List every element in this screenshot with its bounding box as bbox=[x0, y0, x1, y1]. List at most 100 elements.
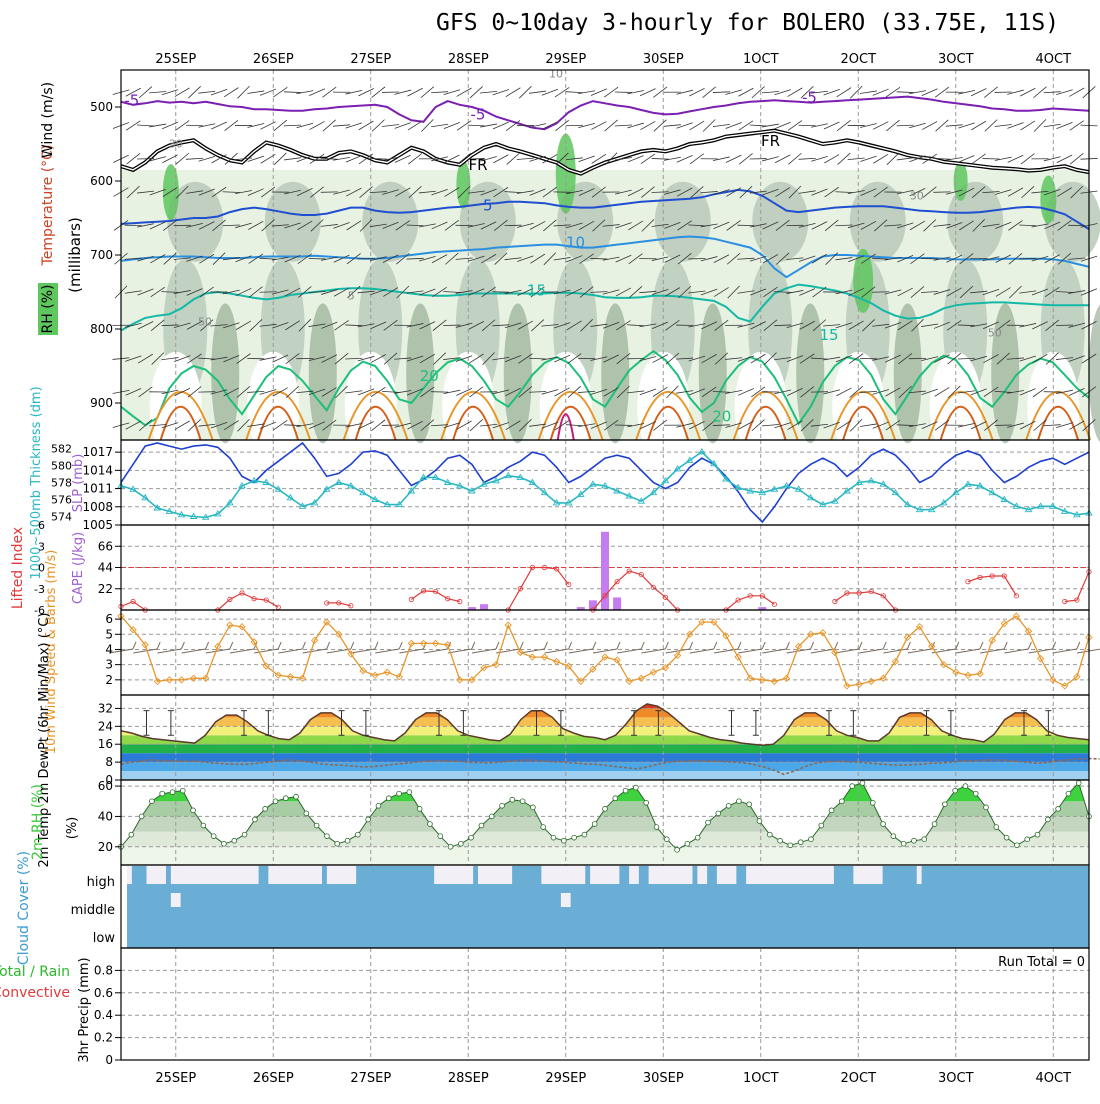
wind-barb bbox=[922, 153, 938, 164]
wind-speed-point bbox=[952, 668, 960, 676]
wind-barb bbox=[909, 122, 926, 129]
y-tick-label: 800 bbox=[90, 322, 113, 336]
wind-barb bbox=[923, 219, 937, 232]
wind-barb bbox=[713, 287, 729, 297]
wind-speed-point bbox=[383, 668, 391, 676]
wind-speed-point bbox=[468, 676, 476, 684]
wind-barb bbox=[247, 123, 265, 128]
wind-barb bbox=[934, 86, 950, 98]
cape-bar bbox=[601, 531, 609, 610]
wind-barb bbox=[934, 387, 950, 397]
rh2m-point bbox=[540, 824, 547, 830]
li-point bbox=[1062, 598, 1068, 605]
wind-barb-10m bbox=[350, 641, 355, 650]
wind-barb bbox=[467, 223, 485, 228]
rh2m-point bbox=[437, 833, 444, 839]
wind-barb bbox=[823, 389, 841, 395]
wind-barb bbox=[308, 258, 326, 260]
wind-barb bbox=[554, 87, 570, 98]
wind-barb-10m bbox=[955, 641, 960, 650]
li-point bbox=[771, 601, 778, 607]
wind10m-panel: 23 456 bbox=[105, 609, 1100, 696]
wind-barb bbox=[137, 223, 154, 228]
wind-barb-10m bbox=[1027, 641, 1032, 650]
wind-barb bbox=[590, 356, 608, 361]
wind-barb bbox=[151, 352, 165, 365]
wind-barb bbox=[676, 324, 694, 326]
wind-barb bbox=[970, 323, 988, 328]
li-point bbox=[832, 598, 838, 605]
wind-barb bbox=[125, 420, 141, 430]
wind-speed-point bbox=[407, 639, 416, 648]
li-point bbox=[130, 598, 136, 605]
wind-barb bbox=[566, 222, 583, 229]
wind-barb bbox=[248, 286, 263, 298]
wind-barb bbox=[187, 353, 202, 364]
wind-barb bbox=[872, 356, 890, 361]
wind-barb bbox=[383, 287, 399, 297]
rh2m-point bbox=[478, 822, 485, 829]
rh2m-band bbox=[121, 816, 1089, 832]
wind-speed-point bbox=[698, 618, 706, 626]
thickness-point bbox=[976, 482, 984, 489]
wind-barb bbox=[1055, 324, 1074, 326]
wind-speed-point bbox=[323, 618, 331, 626]
cloud-gap bbox=[170, 866, 259, 884]
wind-barb bbox=[161, 422, 179, 429]
rh2m-point bbox=[1024, 836, 1031, 842]
wind-barb bbox=[468, 320, 485, 330]
wind-barb-10m bbox=[882, 641, 887, 650]
wind-barb bbox=[762, 188, 779, 196]
cloud-level-label: middle bbox=[71, 903, 115, 918]
wind-barb bbox=[320, 157, 338, 160]
wind-barb bbox=[713, 254, 730, 264]
wind-barb bbox=[124, 224, 142, 227]
wind-barb bbox=[603, 86, 619, 98]
li-tick-label: 3 bbox=[38, 540, 45, 553]
wind-barb bbox=[149, 123, 167, 128]
wind-barb bbox=[298, 318, 312, 332]
wind-barb bbox=[431, 391, 449, 393]
wind-barb bbox=[921, 258, 939, 260]
wind-barb bbox=[628, 220, 644, 231]
wind-barb bbox=[161, 121, 179, 130]
wind-barb bbox=[590, 291, 608, 293]
wind-barb bbox=[958, 89, 975, 95]
wind-barb bbox=[995, 287, 1011, 297]
rh2m-panel: 20 40 60 bbox=[98, 779, 1092, 866]
rh-blob bbox=[1044, 181, 1100, 262]
wind-barb bbox=[761, 91, 779, 94]
wind-barb bbox=[149, 91, 167, 94]
wind-barb bbox=[713, 221, 730, 230]
wind-barb bbox=[492, 121, 509, 130]
wind-barb bbox=[481, 319, 496, 332]
wind-barb bbox=[394, 122, 412, 129]
wind-barb bbox=[211, 121, 227, 130]
wind-barb bbox=[173, 224, 191, 226]
wind-barb-10m bbox=[955, 648, 981, 654]
li-point bbox=[275, 604, 281, 610]
wind-barb bbox=[639, 356, 657, 362]
wind-barb bbox=[443, 121, 460, 130]
wind-barb bbox=[530, 286, 545, 298]
wind-barb bbox=[565, 91, 583, 94]
rh2m-point bbox=[890, 833, 897, 839]
wind-barb bbox=[849, 353, 864, 364]
wind-barb bbox=[259, 356, 277, 361]
y-tick-label: 500 bbox=[90, 100, 113, 114]
thickness-point bbox=[286, 493, 295, 501]
wind-barb bbox=[1007, 422, 1024, 428]
wind-barb bbox=[825, 252, 839, 265]
wind-barb bbox=[358, 421, 374, 430]
wind-barb bbox=[663, 124, 681, 127]
rh2m-point bbox=[839, 798, 845, 805]
wind-barb bbox=[444, 219, 459, 231]
wind-barb bbox=[455, 355, 473, 362]
li-point bbox=[747, 593, 753, 599]
rh-label: 50 bbox=[988, 326, 1002, 339]
wind-barb bbox=[505, 387, 521, 397]
wind-barb bbox=[872, 389, 889, 395]
wind-barb bbox=[492, 389, 510, 395]
thickness-ylabel: 1000~500mb Thickness (dm) bbox=[29, 386, 44, 579]
wind-barb bbox=[346, 220, 362, 231]
